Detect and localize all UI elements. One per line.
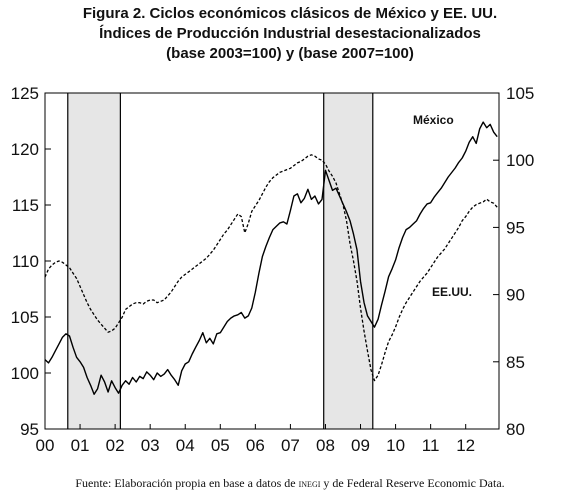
x-axis-tick-label: 08 — [316, 436, 335, 455]
chart-title: Figura 2. Ciclos económicos clásicos de … — [0, 4, 580, 64]
chart-title-line-2: Índices de Producción Industrial desesta… — [99, 25, 481, 42]
right-axis-tick-label: 105 — [506, 84, 534, 103]
x-axis-tick-label: 05 — [211, 436, 230, 455]
source-note: Fuente: Elaboración propia en base a dat… — [0, 476, 580, 491]
source-suffix: y de Federal Reserve Economic Data. — [320, 476, 505, 490]
left-axis-tick-label: 120 — [11, 140, 39, 159]
source-prefix: Fuente: Elaboración propia en base a dat… — [75, 476, 299, 490]
chart-title-line-1: Figura 2. Ciclos económicos clásicos de … — [82, 5, 498, 22]
x-axis-tick-label: 06 — [246, 436, 265, 455]
x-axis-tick-label: 12 — [456, 436, 475, 455]
x-axis-tick-label: 07 — [281, 436, 300, 455]
left-axis-tick-label: 105 — [11, 308, 39, 327]
x-axis-tick-label: 03 — [141, 436, 160, 455]
right-axis-tick-label: 85 — [506, 353, 525, 372]
x-axis-tick-label: 01 — [71, 436, 90, 455]
left-axis-tick-label: 110 — [12, 252, 39, 271]
left-axis-tick-label: 95 — [20, 420, 39, 439]
right-axis-tick-label: 95 — [506, 218, 525, 237]
series-line-mexico — [44, 121, 498, 395]
recession-band-2 — [323, 93, 373, 429]
x-axis-tick-label: 11 — [422, 436, 440, 455]
x-axis-tick-label: 00 — [36, 436, 55, 455]
right-axis-tick-label: 80 — [506, 420, 525, 439]
source-inegi: inegi — [298, 476, 321, 490]
x-axis-tick-label: 10 — [386, 436, 405, 455]
industrial-production-chart: 95 100 105 110 115 120 125 80 85 90 95 100 105 00 01 02… — [11, 84, 535, 455]
series-label-mexico: México — [413, 113, 454, 127]
left-axis-tick-label: 100 — [11, 364, 39, 383]
x-axis-tick-label: 02 — [106, 436, 125, 455]
right-axis-tick-label: 100 — [506, 151, 534, 170]
recession-band-1 — [67, 93, 121, 429]
left-axis-tick-label: 125 — [11, 84, 39, 103]
chart-title-line-3: (base 2003=100) y (base 2007=100) — [166, 45, 414, 62]
series-label-eeuu: EE.UU. — [432, 285, 472, 299]
x-axis-tick-label: 04 — [176, 436, 195, 455]
right-axis-tick-label: 90 — [506, 286, 525, 305]
x-axis-tick-label: 09 — [351, 436, 370, 455]
left-axis-tick-label: 115 — [12, 196, 39, 215]
